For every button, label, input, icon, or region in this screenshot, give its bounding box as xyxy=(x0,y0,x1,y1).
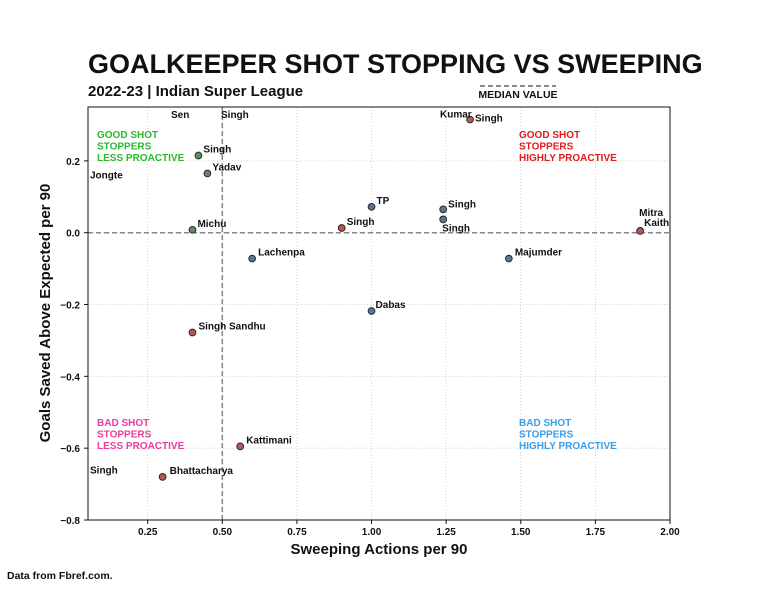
data-point xyxy=(194,151,203,160)
quadrant-label-bottom-left: LESS PROACTIVE xyxy=(97,441,185,452)
point-label: Singh xyxy=(448,199,476,210)
median-lines xyxy=(88,107,670,520)
offscale-label: Sen xyxy=(171,110,189,121)
point-label: Singh Sandhu xyxy=(198,322,265,333)
point-label: Singh xyxy=(347,217,375,228)
x-tick-label: 0.50 xyxy=(213,527,233,538)
quadrant-label-bottom-left: STOPPERS xyxy=(97,430,152,441)
data-point xyxy=(188,225,197,234)
quadrant-label-bottom-left: BAD SHOT xyxy=(97,418,149,429)
x-tick-label: 0.25 xyxy=(138,527,158,538)
data-point xyxy=(439,205,448,214)
offscale-label: Singh xyxy=(221,110,249,121)
y-tick-label: 0.2 xyxy=(66,157,80,168)
data-point xyxy=(203,169,212,178)
x-tick-label: 1.25 xyxy=(436,527,456,538)
point-label: Singh xyxy=(203,144,231,155)
plot-frame xyxy=(87,106,671,521)
legend-median-label: MEDIAN VALUE xyxy=(478,89,557,101)
point-label: Dabas xyxy=(376,300,406,311)
data-point xyxy=(504,254,513,263)
quadrant-label-top-left: LESS PROACTIVE xyxy=(97,153,185,164)
quadrant-label-top-left: GOOD SHOT xyxy=(97,130,158,141)
data-point xyxy=(337,224,346,232)
quadrant-label-bottom-right: STOPPERS xyxy=(519,430,574,441)
data-point xyxy=(466,115,474,124)
quadrant-label-top-left: STOPPERS xyxy=(97,142,152,153)
point-label: Singh xyxy=(442,223,470,234)
x-tick-label: 0.75 xyxy=(287,527,307,538)
data-points xyxy=(158,115,645,481)
point-label: Lachenpa xyxy=(258,248,305,259)
quadrant-label-bottom-right: BAD SHOT xyxy=(519,418,571,429)
point-label: Mitra xyxy=(639,208,663,219)
quadrant-label-top-right: STOPPERS xyxy=(519,142,574,153)
y-tick-label: −0.2 xyxy=(60,301,80,312)
axis-ticks: 0.25 0.50 0.75 1.00 1.25 1.50 1.75 2.00 0.2 0.0 −0… xyxy=(60,157,680,538)
x-axis-label: Sweeping Actions per 90 xyxy=(291,541,468,558)
point-label: Kumar xyxy=(440,110,472,121)
chart-title: GOALKEEPER SHOT STOPPING VS SWEEPING xyxy=(88,49,703,79)
grid xyxy=(88,107,671,521)
chart-subtitle: 2022-23 | Indian Super League xyxy=(88,83,303,100)
point-label: Yadav xyxy=(212,162,241,173)
quadrant-label-top-right: GOOD SHOT xyxy=(519,130,580,141)
source-note: Data from Fbref.com. xyxy=(7,570,113,582)
point-label: TP xyxy=(377,196,390,207)
data-point xyxy=(439,215,448,224)
x-tick-label: 1.00 xyxy=(362,527,382,538)
point-label: Bhattacharya xyxy=(170,466,234,477)
offscale-label: Singh xyxy=(90,466,118,477)
point-label: Kattimani xyxy=(246,435,292,446)
data-point xyxy=(636,227,645,235)
y-tick-label: −0.8 xyxy=(60,516,80,527)
data-point xyxy=(367,307,376,315)
y-tick-label: −0.4 xyxy=(60,372,80,383)
quadrant-label-top-right: HIGHLY PROACTIVE xyxy=(519,153,617,164)
x-tick-label: 1.50 xyxy=(511,527,531,538)
point-label: Kaith xyxy=(644,218,669,229)
data-point xyxy=(158,473,167,481)
y-axis-label: Goals Saved Above Expected per 90 xyxy=(37,184,54,443)
y-tick-label: 0.0 xyxy=(66,229,80,240)
data-point xyxy=(236,442,245,451)
data-point xyxy=(367,202,376,211)
x-tick-label: 1.75 xyxy=(586,527,606,538)
point-label: Majumder xyxy=(515,248,562,259)
point-label: Michu xyxy=(197,219,226,230)
offscale-label: Jongte xyxy=(90,171,123,182)
data-point xyxy=(248,254,257,263)
data-point xyxy=(188,328,197,337)
point-label: Singh xyxy=(475,114,503,125)
quadrant-label-bottom-right: HIGHLY PROACTIVE xyxy=(519,441,617,452)
x-tick-label: 2.00 xyxy=(660,527,680,538)
y-tick-label: −0.6 xyxy=(60,444,80,455)
